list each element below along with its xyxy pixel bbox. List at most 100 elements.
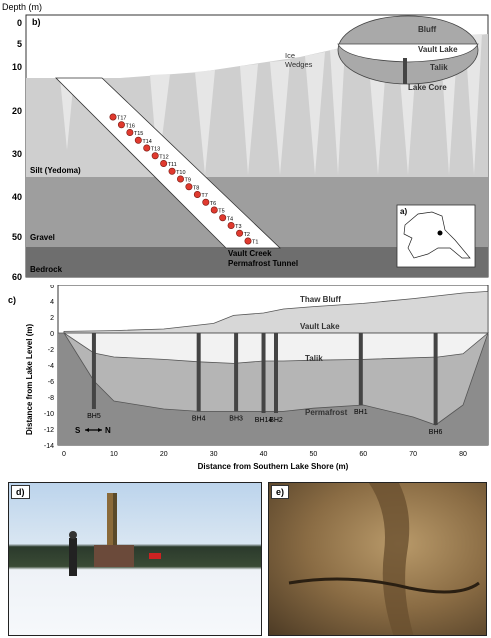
sample-point-T1 (244, 237, 252, 245)
silt-label: Silt (Yedoma) (30, 166, 81, 175)
sample-point-T9 (177, 175, 185, 183)
x-tick-label: 50 (310, 451, 318, 458)
alaska-inset-map: a) (396, 204, 476, 268)
svg-text:10: 10 (12, 62, 22, 72)
y-tick-label: 4 (50, 299, 54, 306)
site-marker (437, 230, 443, 236)
panel-b-cross-section: Depth (m) 0 5 10 20 30 40 50 60 b) Ice We… (2, 2, 489, 282)
sample-point-T3 (227, 222, 235, 230)
sample-label-T4: T4 (227, 216, 233, 222)
borehole-label-BH2: BH2 (269, 417, 283, 424)
y-tick-label: -8 (48, 395, 54, 402)
borehole-label-BH6: BH6 (429, 429, 443, 436)
panel-c-label: c) (8, 295, 16, 305)
drilling-scene (69, 493, 161, 576)
borehole-label-BH14: BH14 (255, 417, 273, 424)
sample-label-T13: T13 (151, 147, 160, 153)
borehole-BH6 (433, 333, 438, 425)
y-ticks: 6 4 2 0 -2 -4 -6 -8 -10 -12 -14 (44, 285, 54, 450)
ice-scene (288, 483, 480, 635)
x-tick-label: 10 (110, 451, 118, 458)
borehole-label-BH3: BH3 (229, 415, 243, 422)
photo-e-ice: e) (268, 482, 487, 636)
compass: S N (75, 426, 111, 435)
c-talik-label: Talik (305, 354, 323, 363)
y-tick-label: -6 (48, 379, 54, 386)
photo-d-label: d) (11, 485, 30, 499)
sample-point-T15 (126, 129, 134, 137)
svg-text:40: 40 (12, 192, 22, 202)
gravel-label: Gravel (30, 233, 55, 242)
x-ticks: 0 10 20 30 40 50 60 70 80 (62, 451, 467, 458)
sample-point-T17 (109, 113, 117, 121)
c-x-axis-title: Distance from Southern Lake Shore (m) (198, 462, 349, 471)
sample-label-T9: T9 (185, 178, 191, 184)
vault-lake-label: Vault Lake (418, 45, 458, 54)
permafrost-label: Permafrost (305, 408, 348, 417)
sample-label-T14: T14 (142, 139, 151, 145)
sample-point-T6 (202, 198, 210, 206)
sample-label-T8: T8 (193, 185, 199, 191)
borehole-BH2 (274, 333, 278, 413)
tunnel-label-line1: Vault Creek (228, 249, 272, 258)
sample-point-T4 (219, 214, 227, 222)
y-tick-label: -2 (48, 347, 54, 354)
sample-label-T11: T11 (168, 162, 177, 168)
thaw-bluff-label: Thaw Bluff (300, 295, 341, 304)
svg-text:60: 60 (12, 272, 22, 282)
svg-text:20: 20 (12, 106, 22, 116)
c-y-axis-title: Distance from Lake Level (m) (25, 324, 34, 435)
borehole-BH1 (358, 333, 363, 405)
x-tick-label: 30 (210, 451, 218, 458)
inset-label: a) (400, 207, 407, 216)
sample-point-T16 (117, 121, 125, 129)
x-tick-label: 60 (359, 451, 367, 458)
tunnel-label: Vault Creek Permafrost Tunnel (228, 249, 298, 268)
y-tick-label: 0 (50, 331, 54, 338)
sample-label-T16: T16 (125, 123, 134, 129)
lake-core-bar (403, 58, 407, 84)
sample-point-T5 (210, 206, 218, 214)
svg-text:5: 5 (17, 39, 22, 49)
sample-point-T12 (151, 152, 159, 160)
ice-wedges (60, 34, 482, 175)
sample-point-T11 (160, 160, 168, 168)
sample-label-T1: T1 (252, 240, 258, 246)
panel-b-label: b) (32, 17, 41, 27)
depth-ticks: 0 5 10 20 30 40 50 60 (12, 18, 22, 282)
c-vault-lake-label: Vault Lake (300, 322, 340, 331)
sample-label-T15: T15 (134, 131, 143, 137)
x-tick-label: 20 (160, 451, 168, 458)
tunnel-label-line2: Permafrost Tunnel (228, 259, 298, 268)
borehole-label-BH5: BH5 (87, 413, 101, 420)
talik-label: Talik (430, 63, 448, 72)
permafrost-tunnel (55, 77, 281, 249)
compass-south: S (75, 426, 81, 435)
alaska-outline-icon (403, 211, 471, 259)
sample-point-T13 (143, 144, 151, 152)
sample-label-T12: T12 (159, 154, 168, 160)
sample-point-T10 (168, 167, 176, 175)
sample-label-T7: T7 (201, 193, 207, 199)
y-tick-label: 2 (50, 315, 54, 322)
x-tick-label: 40 (260, 451, 268, 458)
lake-core-label: Lake Core (408, 83, 447, 92)
sample-label-T17: T17 (117, 116, 126, 122)
y-tick-label: -14 (44, 443, 54, 450)
sample-label-T5: T5 (218, 209, 224, 215)
compass-north: N (105, 426, 111, 435)
svg-text:30: 30 (12, 149, 22, 159)
borehole-BH4 (196, 333, 201, 412)
sample-point-T14 (134, 136, 142, 144)
x-tick-label: 80 (459, 451, 467, 458)
sample-label-T10: T10 (176, 170, 185, 176)
sample-label-T3: T3 (235, 224, 241, 230)
bluff-label: Bluff (418, 25, 437, 34)
photo-d-drilling: d) (8, 482, 262, 636)
bedrock-label: Bedrock (30, 265, 63, 274)
svg-text:50: 50 (12, 232, 22, 242)
y-tick-label: -10 (44, 411, 54, 418)
borehole-label-BH1: BH1 (354, 409, 368, 416)
